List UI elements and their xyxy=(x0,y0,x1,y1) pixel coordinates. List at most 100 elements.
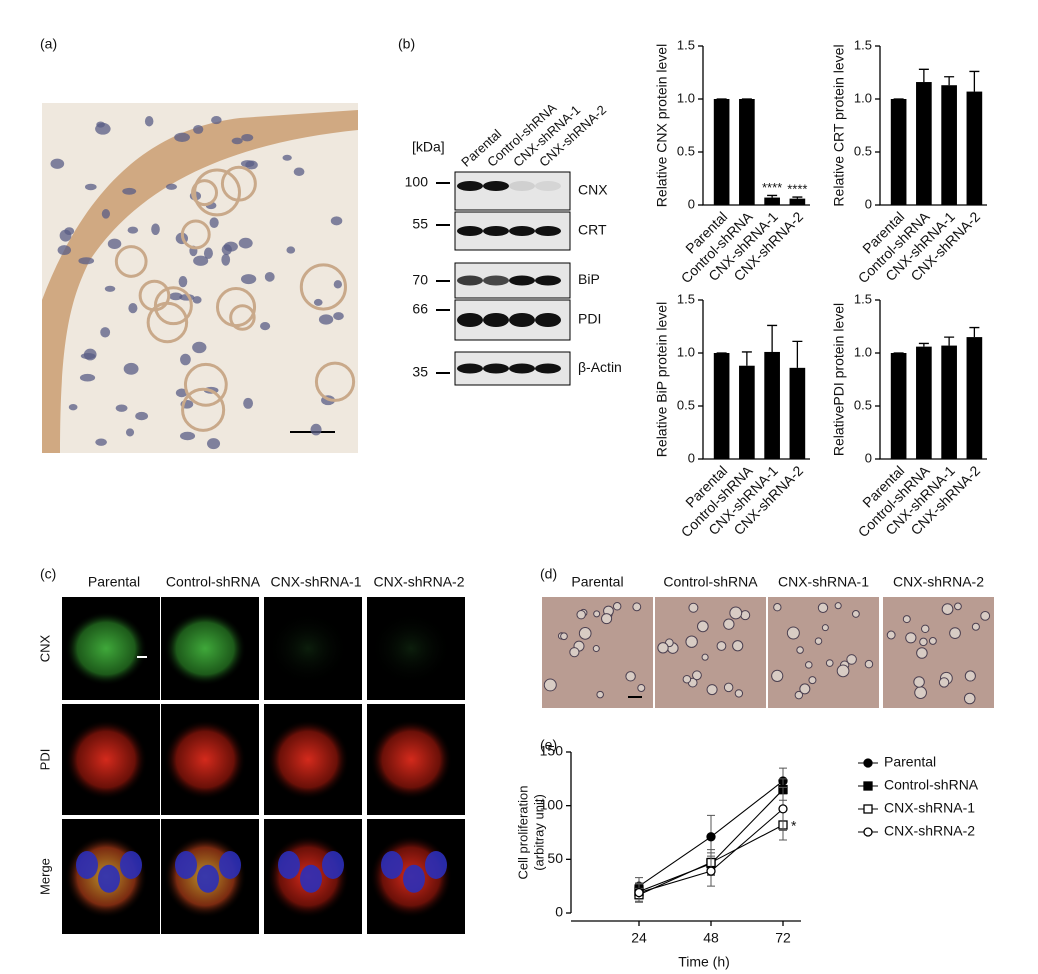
blot-band xyxy=(483,275,509,286)
blot-band xyxy=(483,181,509,191)
cell xyxy=(817,602,829,613)
row-label: Merge xyxy=(37,858,52,895)
y-tick-label: 0.5 xyxy=(677,397,695,412)
y-tick-label: 0 xyxy=(688,196,695,211)
nucleus xyxy=(260,322,271,331)
vessel xyxy=(299,263,347,311)
bar xyxy=(916,346,932,459)
cell-signal xyxy=(163,611,247,686)
y-tick-label: 0 xyxy=(865,196,872,211)
nucleus xyxy=(240,160,255,168)
nucleus xyxy=(333,280,342,289)
bar xyxy=(966,91,983,205)
nucleus xyxy=(180,353,191,366)
error-bar xyxy=(969,326,980,338)
bar xyxy=(789,198,806,205)
cell xyxy=(794,690,804,700)
nucleus xyxy=(192,296,202,304)
nucleus xyxy=(125,428,135,437)
cell xyxy=(963,692,976,705)
nucleus xyxy=(264,271,275,282)
nucleus xyxy=(231,137,243,145)
blot-band xyxy=(535,181,561,191)
legend-marker xyxy=(863,758,873,768)
vessel xyxy=(181,387,226,432)
blot-band xyxy=(483,313,509,327)
cell xyxy=(834,602,842,610)
micrograph xyxy=(768,597,879,708)
histology-image xyxy=(42,103,358,453)
legend-label: CNX-shRNA-2 xyxy=(884,823,975,839)
vessel xyxy=(220,165,257,202)
panel-label: (c) xyxy=(40,566,56,582)
nucleus xyxy=(322,851,344,879)
cell xyxy=(723,618,735,630)
nucleus xyxy=(59,229,72,242)
vessel xyxy=(180,219,211,250)
nucleus xyxy=(101,209,111,219)
nucleus xyxy=(206,438,221,450)
cell xyxy=(578,627,592,640)
nucleus xyxy=(83,348,97,361)
column-label: Control-shRNA xyxy=(166,574,261,590)
vessel xyxy=(146,301,189,344)
blot-band xyxy=(483,226,509,236)
cell xyxy=(851,610,860,618)
y-axis-label: Relative CNX protein level xyxy=(654,44,670,207)
nucleus xyxy=(123,362,139,375)
y-tick-label: 0.5 xyxy=(854,143,872,158)
nucleus xyxy=(85,183,97,191)
cell-signal xyxy=(266,719,350,800)
nucleus xyxy=(403,864,425,893)
nucleus xyxy=(104,285,116,292)
x-tick-label: 24 xyxy=(631,930,647,946)
y-tick-label: 100 xyxy=(540,796,564,812)
cell xyxy=(971,622,980,631)
nucleus xyxy=(95,438,107,446)
y-tick-label: 50 xyxy=(547,850,563,866)
y-tick-label: 1.5 xyxy=(677,37,695,52)
error-bar xyxy=(792,340,803,368)
nucleus xyxy=(243,397,254,409)
cell-signal xyxy=(163,719,247,800)
protein-label: CRT xyxy=(578,222,607,238)
cell xyxy=(732,640,744,652)
bar xyxy=(764,197,780,205)
row-label: CNX xyxy=(37,634,52,662)
cell xyxy=(569,647,580,658)
y-axis-label: (arbitray unit) xyxy=(531,794,546,871)
nucleus xyxy=(98,864,120,893)
nucleus xyxy=(96,121,105,128)
significance: **** xyxy=(762,180,782,195)
nucleus xyxy=(151,223,160,236)
cell xyxy=(902,615,911,624)
nucleus xyxy=(174,132,190,142)
error-bar xyxy=(969,70,980,92)
cell xyxy=(821,624,829,632)
bar xyxy=(966,337,983,459)
y-tick-label: 0.5 xyxy=(854,397,872,412)
protein-label: CNX xyxy=(578,182,608,198)
blot-unit: [kDa] xyxy=(412,139,445,155)
error-bar xyxy=(792,196,803,199)
column-label: CNX-shRNA-2 xyxy=(893,574,984,590)
nucleus xyxy=(175,388,188,398)
protein-label: PDI xyxy=(578,311,601,327)
cell xyxy=(808,676,817,685)
cell xyxy=(799,683,811,695)
nucleus xyxy=(310,423,322,436)
nucleus xyxy=(179,431,196,441)
nucleus xyxy=(128,302,138,314)
marker-label: 70 xyxy=(412,272,428,288)
column-label: Parental xyxy=(88,574,140,590)
legend-marker xyxy=(863,804,873,814)
y-tick-label: 150 xyxy=(540,743,564,759)
nucleus xyxy=(100,327,111,338)
error-bar xyxy=(944,336,955,346)
nucleus xyxy=(219,851,241,879)
bar xyxy=(941,85,957,205)
bar xyxy=(713,99,730,205)
cell xyxy=(846,654,857,665)
vessel xyxy=(114,245,148,278)
